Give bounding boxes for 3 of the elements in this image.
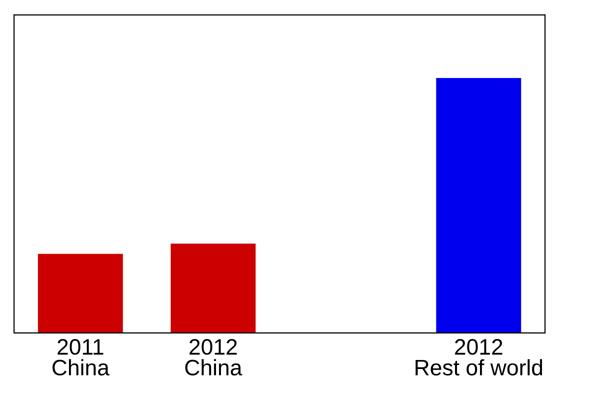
x-tick-label: 2011 China: [52, 339, 110, 376]
x-tick-label: 2012 Rest of world: [416, 339, 542, 376]
x-tick-label: 2012 China: [185, 339, 242, 376]
